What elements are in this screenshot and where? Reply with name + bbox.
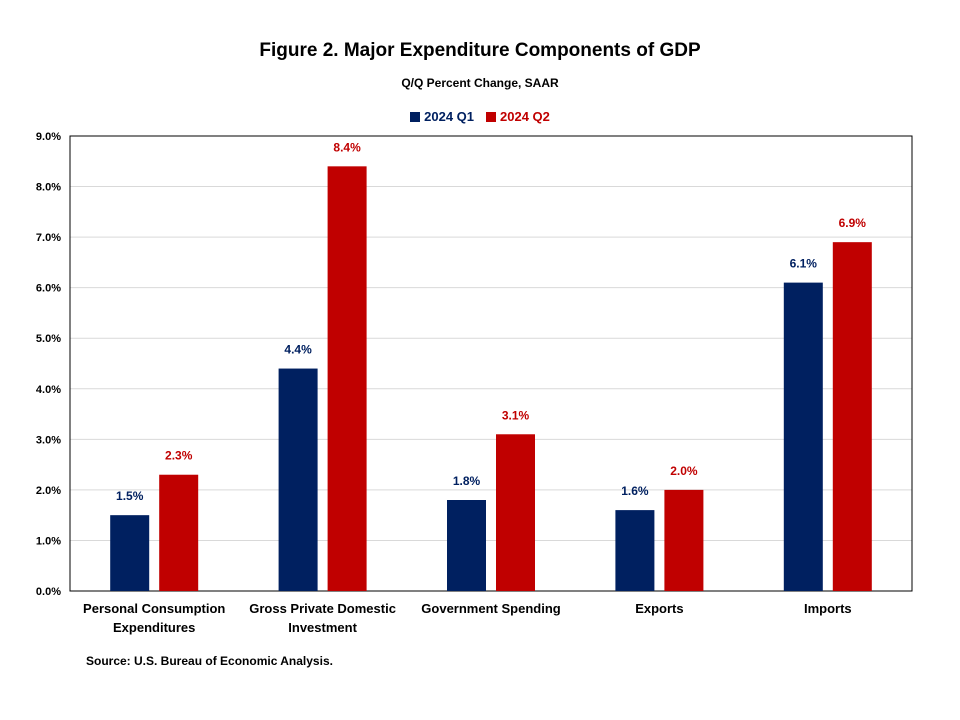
- legend: 2024 Q1 2024 Q2: [0, 109, 960, 124]
- data-label: 1.8%: [453, 474, 481, 488]
- data-label: 1.6%: [621, 484, 649, 498]
- data-label: 1.5%: [116, 489, 144, 503]
- y-tick-label: 6.0%: [36, 283, 61, 295]
- bar: [447, 500, 486, 591]
- legend-item-q2: 2024 Q2: [486, 109, 550, 124]
- x-tick-label: Expenditures: [113, 620, 195, 635]
- source-note: Source: U.S. Bureau of Economic Analysis…: [86, 654, 333, 668]
- bar: [278, 368, 318, 591]
- bar: [664, 489, 704, 591]
- legend-label-q1: 2024 Q1: [424, 109, 474, 124]
- y-tick-label: 9.0%: [36, 131, 61, 143]
- chart-title: Figure 2. Major Expenditure Components o…: [259, 40, 701, 61]
- x-tick-label: Government Spending: [421, 601, 560, 616]
- bar: [783, 282, 823, 591]
- legend-label-q2: 2024 Q2: [500, 109, 550, 124]
- bar: [832, 242, 872, 591]
- data-label: 2.0%: [670, 464, 698, 478]
- bar: [327, 166, 367, 592]
- y-tick-label: 1.0%: [36, 535, 61, 547]
- x-tick-label: Imports: [804, 601, 852, 616]
- data-label: 6.9%: [839, 216, 867, 230]
- bar: [615, 510, 655, 591]
- legend-swatch-q2: [486, 111, 496, 122]
- x-tick-label: Investment: [288, 620, 357, 635]
- x-tick-label: Gross Private Domestic: [249, 601, 396, 616]
- y-tick-label: 7.0%: [36, 232, 61, 244]
- bar: [110, 515, 150, 591]
- y-tick-label: 3.0%: [36, 434, 61, 446]
- data-label: 8.4%: [333, 140, 361, 154]
- y-tick-label: 0.0%: [36, 586, 61, 598]
- bar: [159, 474, 199, 591]
- bar: [496, 434, 535, 591]
- data-label: 2.3%: [165, 449, 193, 463]
- data-label: 6.1%: [790, 257, 818, 271]
- y-tick-label: 8.0%: [36, 182, 61, 194]
- legend-item-q1: 2024 Q1: [410, 109, 474, 124]
- x-tick-label: Exports: [635, 601, 683, 616]
- plot-frame: [69, 135, 913, 592]
- legend-swatch-q1: [410, 111, 421, 122]
- data-label: 4.4%: [284, 343, 312, 357]
- y-tick-label: 4.0%: [36, 384, 61, 396]
- y-tick-label: 2.0%: [36, 485, 61, 497]
- x-tick-label: Personal Consumption: [83, 601, 225, 616]
- chart-subtitle: Q/Q Percent Change, SAAR: [401, 76, 559, 90]
- y-tick-label: 5.0%: [36, 333, 61, 345]
- data-label: 3.1%: [502, 408, 530, 422]
